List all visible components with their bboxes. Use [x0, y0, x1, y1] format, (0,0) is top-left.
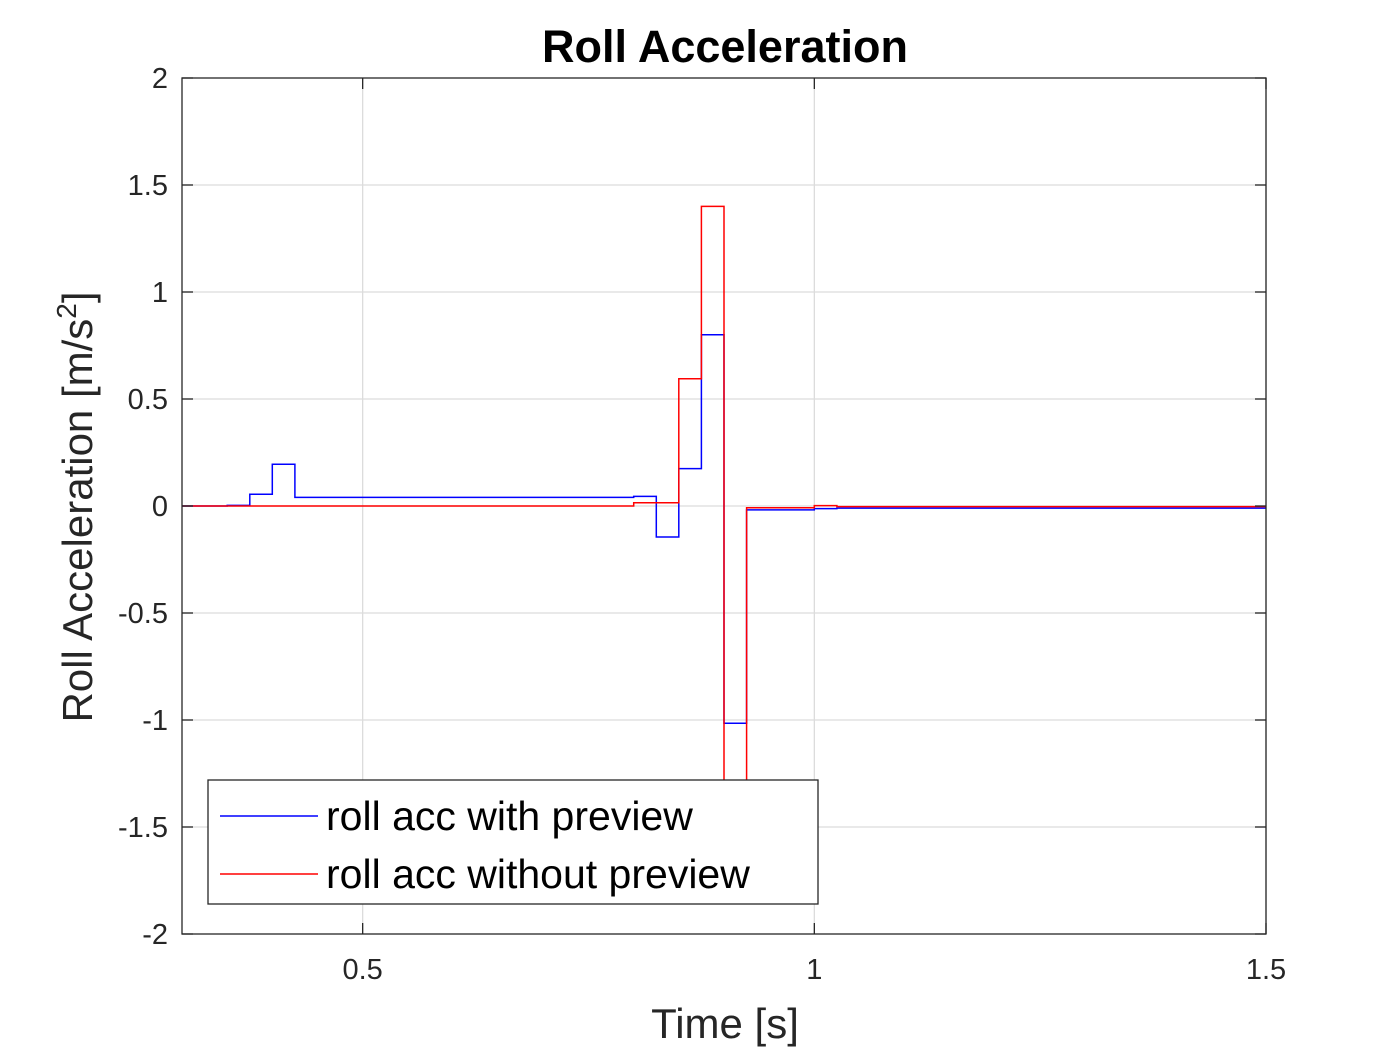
- legend-box: [207, 779, 819, 905]
- y-axis-label-suffix: ]: [54, 291, 101, 303]
- x-axis-label: Time [s]: [651, 1000, 799, 1047]
- y-tick-label: -1: [142, 705, 168, 737]
- series-layer: [182, 205, 1266, 792]
- y-tick-label: 0: [152, 491, 168, 523]
- x-tick-label: 1.5: [1246, 954, 1286, 986]
- y-tick-label: 0.5: [128, 384, 168, 416]
- x-tick-label: 0.5: [343, 954, 383, 986]
- axis-ticks: [182, 77, 1267, 935]
- legend-label-without-preview: roll acc without preview: [326, 851, 750, 897]
- legend: roll acc with preview roll acc without p…: [207, 779, 819, 905]
- series-line-without-preview: [182, 205, 1266, 792]
- y-tick-label: 1.5: [128, 170, 168, 202]
- y-axis-label-main: Roll Acceleration [m/s: [54, 319, 101, 723]
- series-line-with-preview: [182, 334, 1266, 724]
- y-tick-label: 1: [152, 277, 168, 309]
- y-tick-label: -2: [142, 919, 168, 951]
- y-tick-label: -0.5: [118, 598, 168, 630]
- y-tick-label: 2: [152, 63, 168, 95]
- y-axis-label-superscript: 2: [51, 303, 82, 319]
- legend-label-with-preview: roll acc with preview: [326, 793, 693, 839]
- y-axis-label: Roll Acceleration [m/s2]: [51, 291, 101, 722]
- chart-title: Roll Acceleration: [542, 21, 908, 72]
- y-tick-label: -1.5: [118, 812, 168, 844]
- tick-labels: 0.5 1 1.5 -2 -1.5 -1 -0.5 0 0.5 1 1.5 2: [118, 63, 1286, 986]
- x-tick-label: 1: [806, 954, 822, 986]
